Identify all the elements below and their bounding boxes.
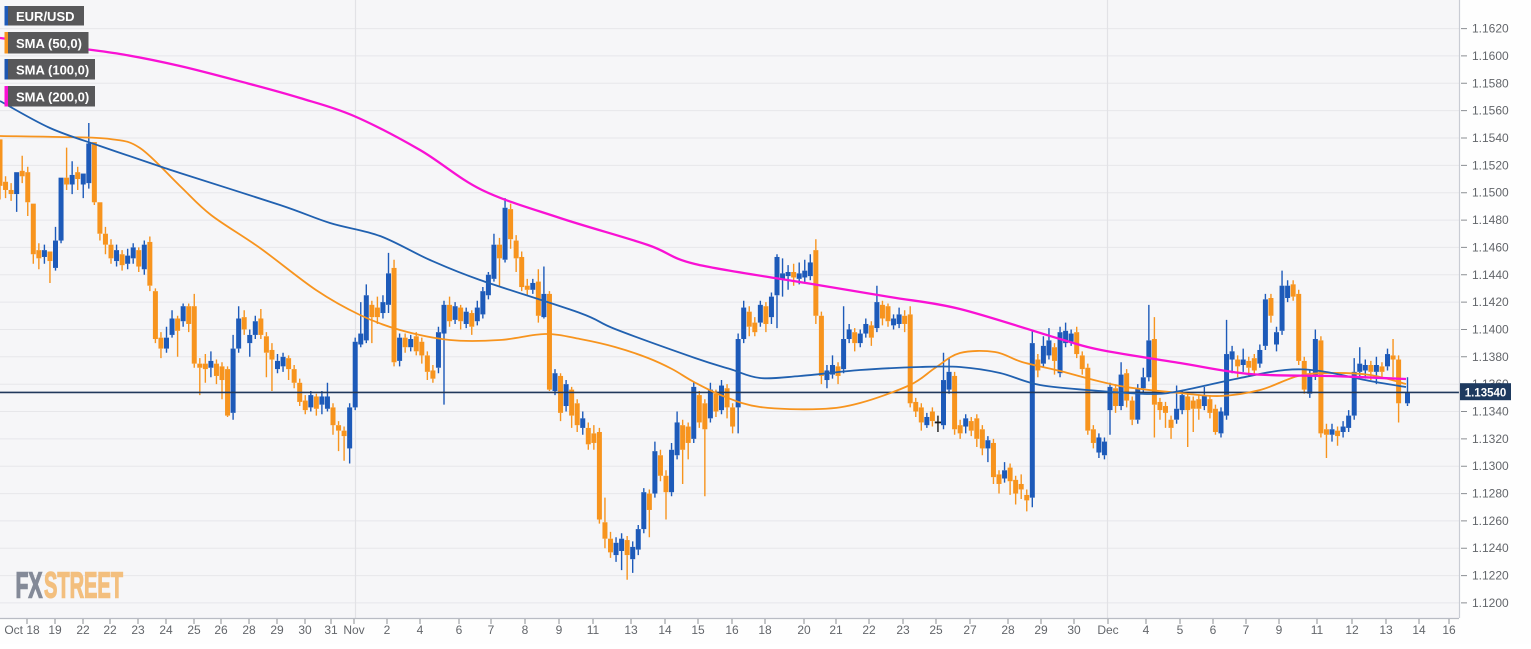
svg-text:1.1400: 1.1400: [1472, 323, 1509, 337]
svg-text:9: 9: [556, 623, 563, 637]
svg-text:EUR/USD: EUR/USD: [16, 9, 75, 24]
svg-text:25: 25: [187, 623, 201, 637]
svg-text:16: 16: [1442, 623, 1456, 637]
svg-text:23: 23: [131, 623, 145, 637]
svg-text:FX: FX: [16, 565, 43, 606]
svg-text:2: 2: [384, 623, 391, 637]
svg-text:4: 4: [1143, 623, 1150, 637]
svg-text:1.1380: 1.1380: [1472, 350, 1509, 364]
svg-text:19: 19: [48, 623, 62, 637]
svg-text:1.1220: 1.1220: [1472, 569, 1509, 583]
svg-text:26: 26: [214, 623, 228, 637]
svg-text:13: 13: [624, 623, 638, 637]
svg-text:1.1600: 1.1600: [1472, 49, 1509, 63]
svg-text:22: 22: [862, 623, 876, 637]
svg-text:1.1500: 1.1500: [1472, 186, 1509, 200]
svg-text:12: 12: [1345, 623, 1359, 637]
svg-text:21: 21: [829, 623, 843, 637]
svg-text:1.1520: 1.1520: [1472, 158, 1509, 172]
svg-text:29: 29: [1034, 623, 1048, 637]
svg-text:14: 14: [1412, 623, 1426, 637]
svg-text:27: 27: [963, 623, 977, 637]
svg-text:1.1620: 1.1620: [1472, 22, 1509, 36]
svg-text:Dec: Dec: [1097, 623, 1118, 637]
svg-text:8: 8: [522, 623, 529, 637]
svg-text:20: 20: [797, 623, 811, 637]
svg-text:11: 11: [587, 623, 600, 637]
svg-text:15: 15: [691, 623, 705, 637]
svg-text:6: 6: [1210, 623, 1217, 637]
svg-text:1.1240: 1.1240: [1472, 541, 1509, 555]
svg-text:1.1580: 1.1580: [1472, 76, 1509, 90]
svg-text:1.13540: 1.13540: [1465, 388, 1507, 400]
svg-text:SMA (50,0): SMA (50,0): [16, 36, 82, 51]
svg-text:11: 11: [1311, 623, 1324, 637]
svg-text:1.1260: 1.1260: [1472, 514, 1509, 528]
svg-text:1.1200: 1.1200: [1472, 596, 1509, 610]
svg-text:9: 9: [1276, 623, 1283, 637]
svg-text:16: 16: [725, 623, 739, 637]
svg-text:5: 5: [1177, 623, 1184, 637]
svg-text:7: 7: [1243, 623, 1250, 637]
svg-text:22: 22: [103, 623, 117, 637]
svg-text:SMA (100,0): SMA (100,0): [16, 62, 89, 77]
svg-text:1.1280: 1.1280: [1472, 487, 1509, 501]
svg-text:28: 28: [1001, 623, 1015, 637]
svg-text:Oct 18: Oct 18: [4, 623, 40, 637]
svg-text:30: 30: [298, 623, 312, 637]
svg-text:23: 23: [896, 623, 910, 637]
svg-text:13: 13: [1379, 623, 1393, 637]
svg-text:1.1480: 1.1480: [1472, 213, 1509, 227]
svg-text:22: 22: [76, 623, 90, 637]
svg-text:25: 25: [929, 623, 943, 637]
svg-text:1.1340: 1.1340: [1472, 405, 1509, 419]
svg-text:STREET: STREET: [44, 565, 123, 606]
svg-text:31: 31: [324, 623, 338, 637]
svg-text:1.1540: 1.1540: [1472, 131, 1509, 145]
svg-text:Nov: Nov: [343, 623, 364, 637]
svg-text:7: 7: [488, 623, 495, 637]
svg-text:1.1460: 1.1460: [1472, 240, 1509, 254]
svg-text:4: 4: [417, 623, 424, 637]
svg-text:29: 29: [270, 623, 284, 637]
svg-text:30: 30: [1067, 623, 1081, 637]
svg-text:28: 28: [242, 623, 256, 637]
svg-text:1.1560: 1.1560: [1472, 104, 1509, 118]
svg-text:1.1320: 1.1320: [1472, 432, 1509, 446]
svg-text:6: 6: [456, 623, 463, 637]
svg-text:14: 14: [658, 623, 672, 637]
svg-text:SMA (200,0): SMA (200,0): [16, 89, 89, 104]
svg-text:1.1420: 1.1420: [1472, 295, 1509, 309]
svg-text:24: 24: [159, 623, 173, 637]
svg-text:1.1440: 1.1440: [1472, 268, 1509, 282]
svg-text:1.1300: 1.1300: [1472, 459, 1509, 473]
svg-text:18: 18: [758, 623, 772, 637]
